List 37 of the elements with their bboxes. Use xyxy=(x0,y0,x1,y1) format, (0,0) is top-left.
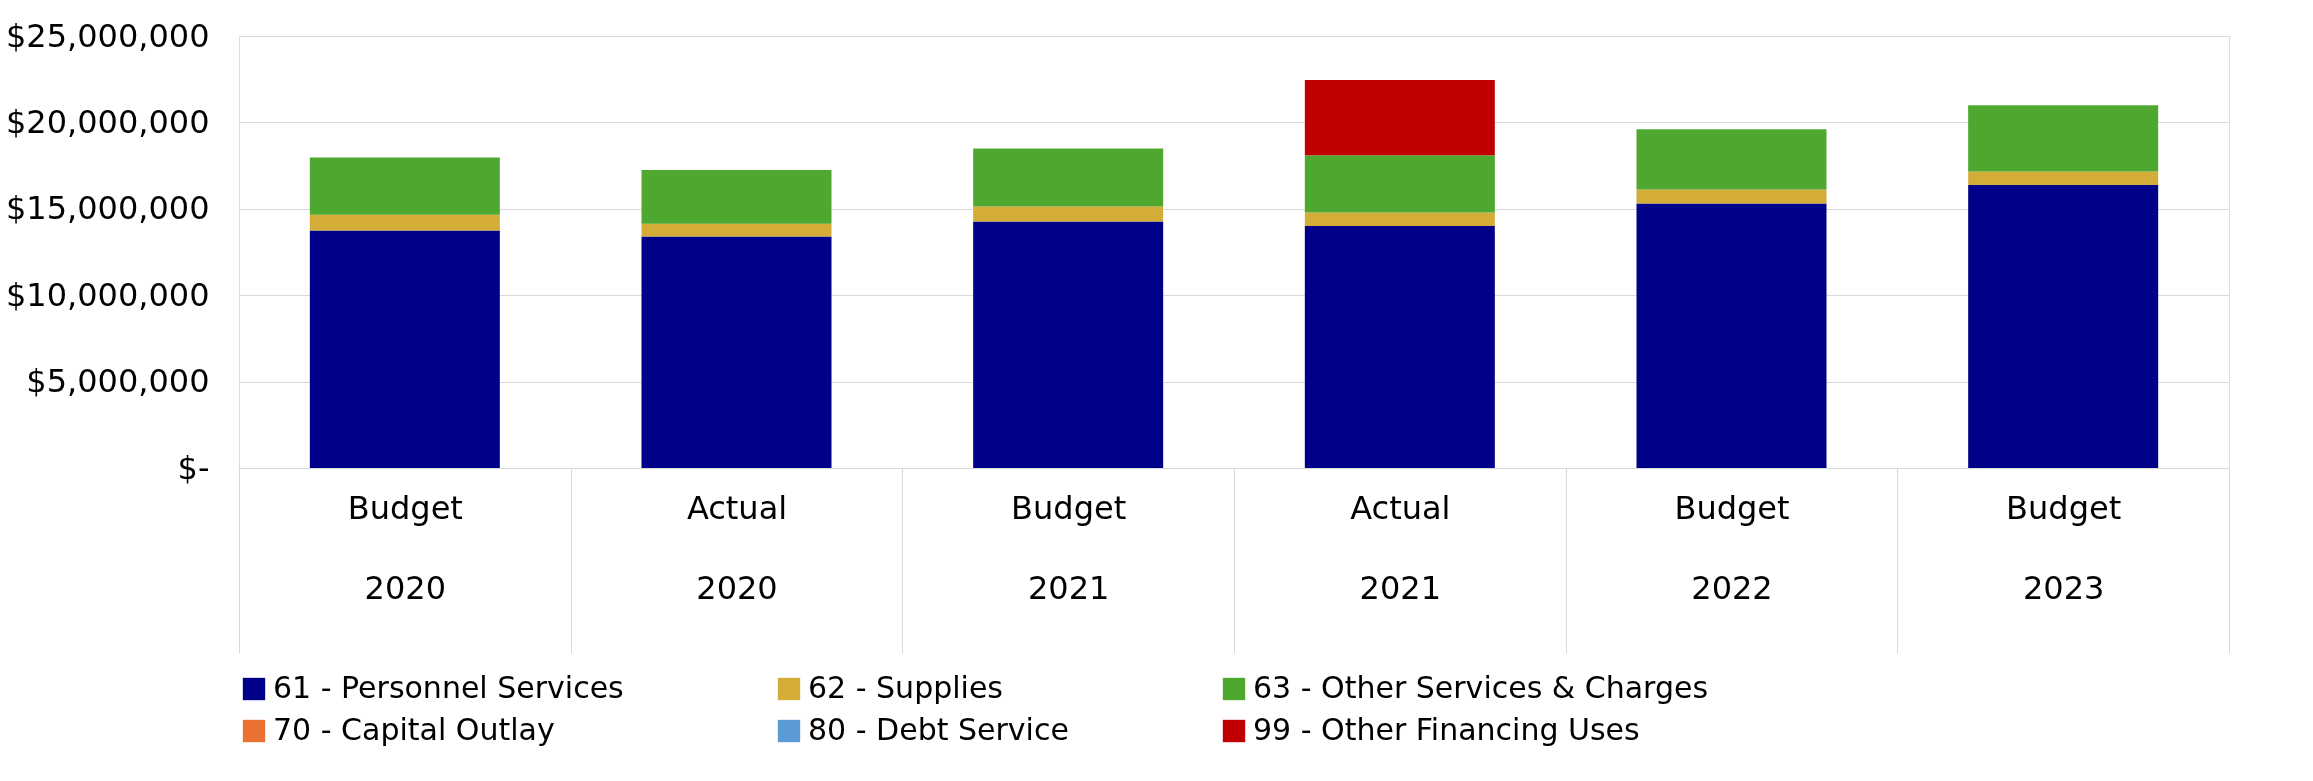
bar xyxy=(1304,79,1495,156)
category-label: Actual 2021 xyxy=(1350,488,1451,607)
legend-label: 63 - Other Services & Charges xyxy=(1253,670,1709,705)
y-tick-label: $- xyxy=(177,448,210,487)
bar xyxy=(1968,105,2159,172)
bar xyxy=(1304,226,1495,468)
bar xyxy=(1304,155,1495,213)
bar xyxy=(1636,129,1827,190)
y-tick-label: $10,000,000 xyxy=(5,275,210,314)
bar xyxy=(641,223,832,237)
category-label: Budget 2021 xyxy=(1011,488,1127,607)
bar xyxy=(1636,203,1827,468)
category-label: Budget 2023 xyxy=(2006,488,2122,607)
bar xyxy=(973,221,1164,468)
bar xyxy=(641,170,832,224)
y-tick-label: $15,000,000 xyxy=(5,189,210,228)
bar xyxy=(1968,171,2159,185)
y-tick-label: $20,000,000 xyxy=(5,102,210,141)
bar xyxy=(1968,184,2159,468)
legend-label: 62 - Supplies xyxy=(808,670,1003,705)
bar xyxy=(973,148,1164,207)
bar xyxy=(641,236,832,468)
bar xyxy=(973,206,1164,222)
legend-label: 61 - Personnel Services xyxy=(273,670,624,705)
bar xyxy=(1636,189,1827,204)
category-label: Actual 2020 xyxy=(686,488,788,607)
legend-label: 80 - Debt Service xyxy=(808,712,1069,747)
bar xyxy=(309,157,500,215)
legend-label: 70 - Capital Outlay xyxy=(273,712,555,747)
bar xyxy=(309,230,500,468)
category-label: Budget 2022 xyxy=(1674,488,1790,607)
y-tick-label: $5,000,000 xyxy=(26,362,210,401)
legend-label: 99 - Other Financing Uses xyxy=(1253,712,1640,747)
bar xyxy=(1304,212,1495,227)
y-tick-label: $25,000,000 xyxy=(5,16,210,55)
bar xyxy=(309,214,500,231)
category-label: Budget 2020 xyxy=(347,488,463,607)
